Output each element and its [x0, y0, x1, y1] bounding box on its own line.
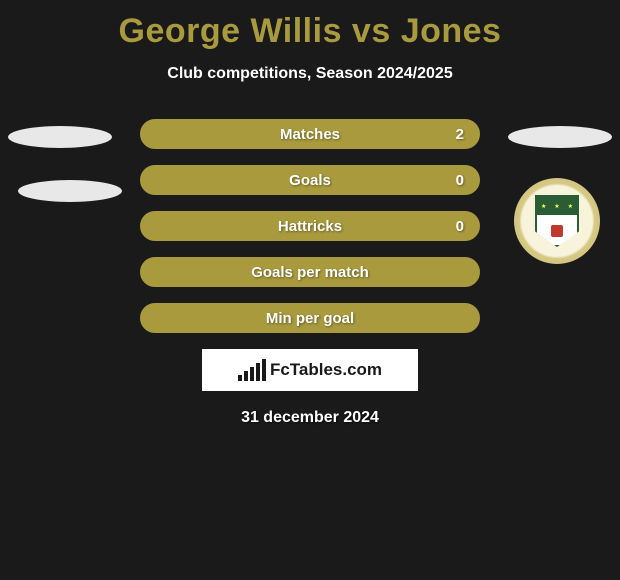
- stat-label: Min per goal: [266, 310, 354, 327]
- page-title: George Willis vs Jones: [0, 0, 620, 51]
- stat-label: Goals per match: [251, 264, 369, 281]
- date-label: 31 december 2024: [0, 409, 620, 427]
- stat-row-matches: Matches 2: [140, 119, 480, 149]
- stat-label: Hattricks: [278, 218, 342, 235]
- brand-text: FcTables.com: [270, 360, 382, 380]
- stat-value: 2: [456, 126, 464, 143]
- stat-label: Goals: [289, 172, 331, 189]
- stat-value: 0: [456, 218, 464, 235]
- brand-footer[interactable]: FcTables.com: [202, 349, 418, 391]
- stat-row-goals: Goals 0: [140, 165, 480, 195]
- stat-row-hattricks: Hattricks 0: [140, 211, 480, 241]
- page-subtitle: Club competitions, Season 2024/2025: [0, 65, 620, 83]
- stat-label: Matches: [280, 126, 340, 143]
- stat-value: 0: [456, 172, 464, 189]
- brand-chart-icon: [238, 359, 266, 381]
- stat-row-min-per-goal: Min per goal: [140, 303, 480, 333]
- stats-area: Matches 2 Goals 0 Hattricks 0 Goals per …: [0, 119, 620, 333]
- stat-row-goals-per-match: Goals per match: [140, 257, 480, 287]
